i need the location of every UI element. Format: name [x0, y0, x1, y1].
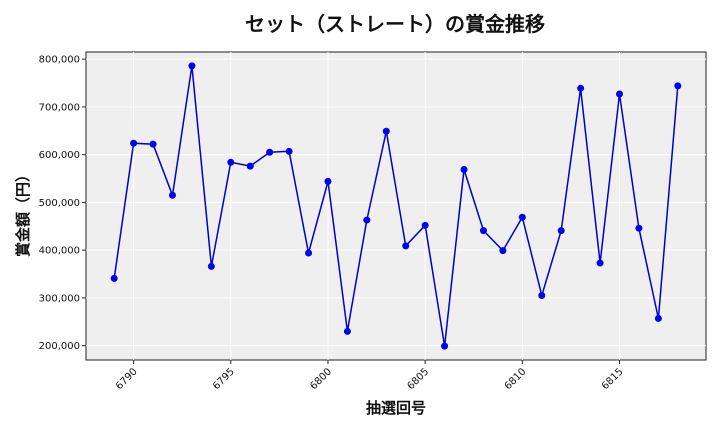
x-tick-label: 6810	[503, 366, 529, 392]
data-point	[577, 84, 585, 92]
x-tick-label: 6790	[114, 366, 140, 392]
plot-area	[85, 51, 707, 361]
data-point	[635, 224, 643, 232]
grid	[86, 52, 706, 360]
data-point	[421, 221, 429, 229]
data-series	[110, 62, 682, 350]
x-axis-label: 抽選回号	[366, 399, 426, 417]
y-tick-label: 300,000	[39, 293, 80, 304]
x-tick-label: 6795	[211, 366, 237, 392]
data-point	[266, 148, 274, 156]
x-tick-label: 6815	[600, 366, 626, 392]
y-axis-label: 賞金額（円）	[14, 167, 32, 257]
data-point	[285, 147, 293, 155]
data-point	[305, 249, 313, 257]
y-tick-label: 400,000	[39, 246, 80, 257]
x-tick-label: 6800	[308, 366, 334, 392]
x-tick-label: 6805	[405, 366, 431, 392]
series-line	[113, 65, 679, 347]
data-point	[227, 158, 235, 166]
y-tick-label: 700,000	[39, 102, 80, 113]
data-point	[382, 127, 390, 135]
data-point	[188, 62, 196, 70]
data-point	[207, 262, 215, 270]
data-point	[402, 242, 410, 250]
data-point	[674, 82, 682, 90]
data-point	[654, 314, 662, 322]
y-tick-label: 800,000	[39, 55, 80, 66]
x-axis-ticks: 6790 6795 6800 6805 6810 6815	[114, 360, 626, 392]
data-point	[130, 139, 138, 147]
data-point	[460, 165, 468, 173]
data-point	[168, 191, 176, 199]
data-point	[441, 342, 449, 350]
data-point	[499, 247, 507, 255]
data-point	[518, 213, 526, 221]
data-point	[324, 177, 332, 185]
data-point	[363, 216, 371, 224]
data-point	[110, 274, 118, 282]
y-axis-ticks: 200,000 300,000 400,000 500,000 600,000 700,0…	[39, 55, 86, 352]
y-tick-label: 500,000	[39, 198, 80, 209]
data-point	[538, 292, 546, 300]
y-tick-label: 600,000	[39, 150, 80, 161]
data-point	[149, 140, 157, 148]
data-point	[479, 227, 487, 235]
chart-title: セット（ストレート）の賞金推移	[245, 12, 545, 36]
data-point	[596, 259, 604, 267]
data-point	[343, 327, 351, 335]
data-point	[557, 227, 565, 235]
data-point	[616, 90, 624, 98]
y-tick-label: 200,000	[39, 341, 80, 352]
data-point	[246, 162, 254, 170]
